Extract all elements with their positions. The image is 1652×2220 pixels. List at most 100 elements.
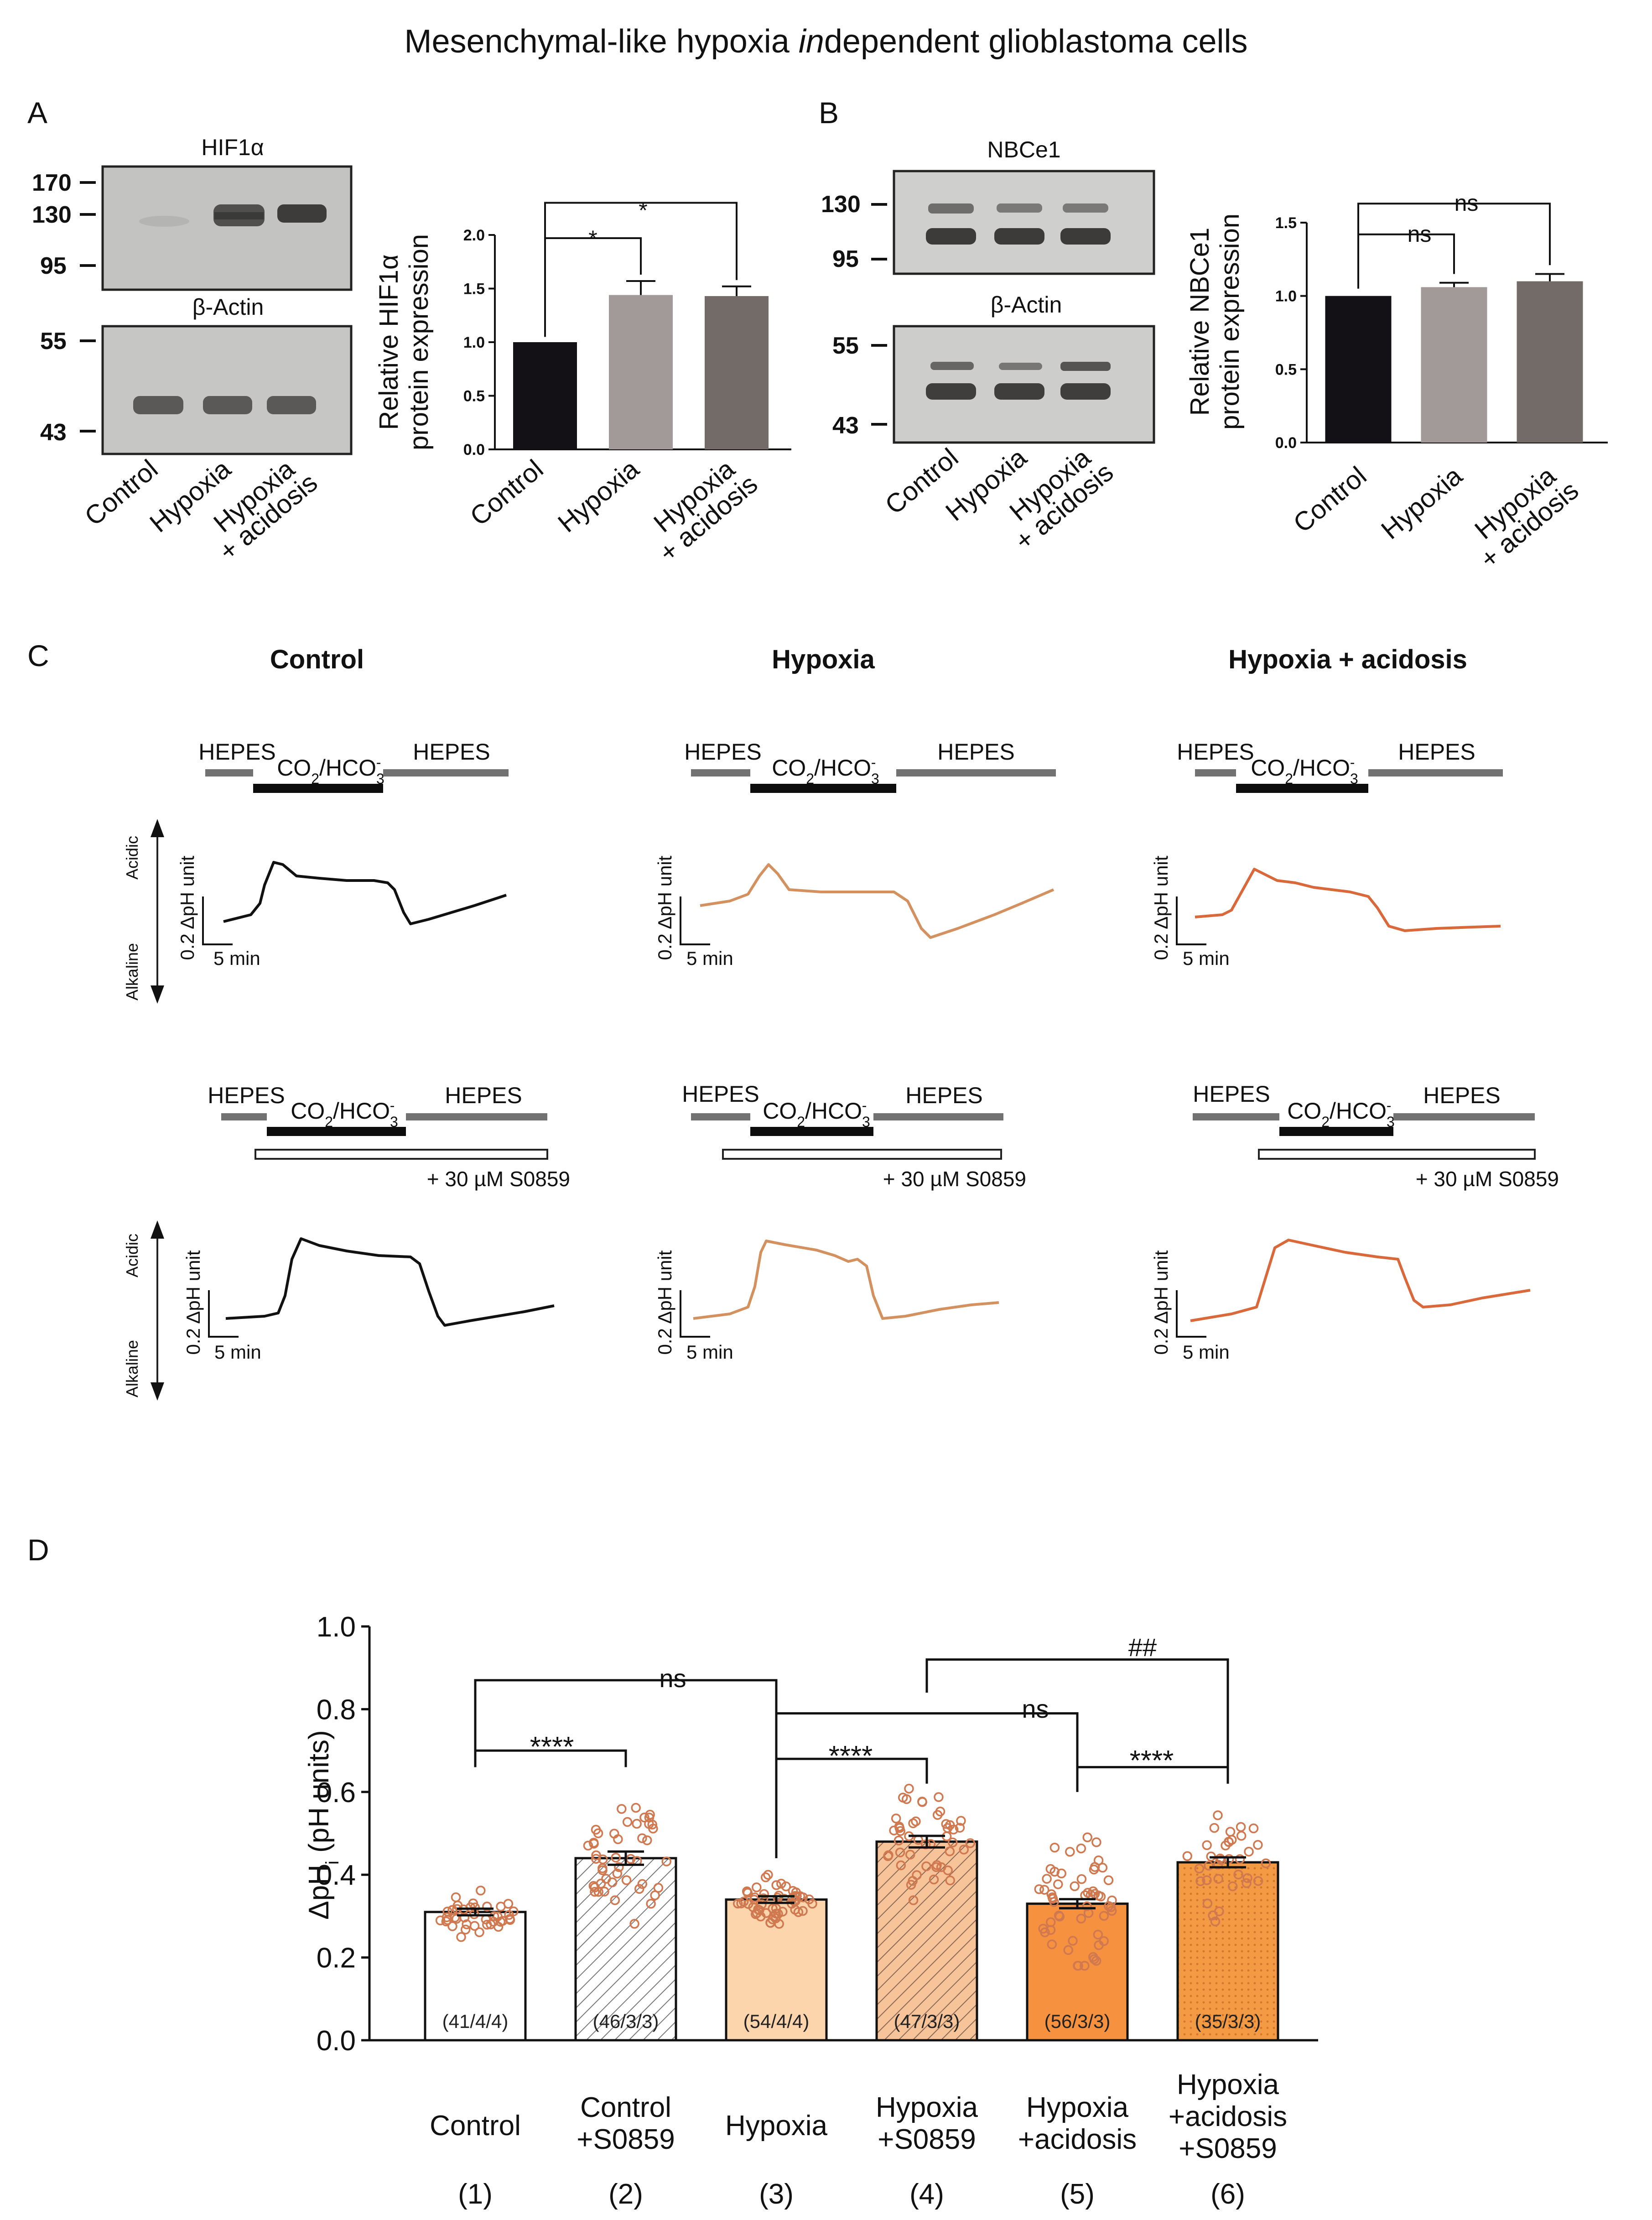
data-point	[634, 1884, 644, 1894]
d-cat-2a: Control	[580, 2092, 671, 2123]
scale-y-label: 0.2 ΔpH unit	[1150, 855, 1172, 960]
bar	[1026, 1902, 1129, 2042]
data-point	[1182, 1851, 1193, 1861]
data-point	[607, 1877, 618, 1887]
d-cat-5b: +acidosis	[1018, 2124, 1137, 2155]
mw-55-a: 55	[40, 328, 67, 354]
y-tick-label: 1.0	[317, 1611, 356, 1643]
data-point	[1107, 1906, 1117, 1916]
data-point	[1082, 1901, 1092, 1912]
co2-hco3-label: CO2/HCO3-	[277, 754, 384, 787]
data-point	[1099, 1936, 1109, 1946]
c-row2-col1-solutions: HEPES CO2/HCO3- HEPES + 30 µM S0859	[208, 1083, 570, 1191]
bar	[1517, 281, 1583, 443]
trace-control	[223, 861, 507, 925]
data-point	[935, 1806, 945, 1817]
data-point	[1261, 1858, 1271, 1868]
y-tick-label: 2.0	[463, 227, 485, 244]
data-point	[482, 1919, 492, 1930]
data-point	[1042, 1874, 1052, 1884]
bar	[513, 342, 577, 449]
data-point	[610, 1895, 620, 1905]
acidic-label: Acidic	[123, 1234, 141, 1277]
y-tick-label: 0.0	[463, 441, 485, 459]
hepes-label: HEPES	[1423, 1083, 1501, 1108]
data-point	[1242, 1878, 1252, 1888]
c-row1-col1-solutions: HEPES CO2/HCO3- HEPES	[198, 739, 509, 793]
data-point	[589, 1839, 599, 1849]
data-point	[945, 1875, 955, 1886]
d-idx-4: (4)	[909, 2178, 944, 2210]
panel-c-letter: C	[27, 639, 49, 672]
y-tick-label: 0.8	[317, 1694, 356, 1725]
data-point	[934, 1792, 944, 1802]
panel-a-lane-labels: Control Hypoxia Hypoxia + acidosis	[79, 454, 323, 567]
data-point	[612, 1868, 623, 1879]
drug-label: + 30 µM S0859	[883, 1167, 1026, 1191]
data-point	[1213, 1810, 1223, 1820]
data-point	[793, 1907, 804, 1917]
data-point	[632, 1819, 642, 1829]
data-point	[947, 1837, 958, 1848]
data-point	[760, 1872, 771, 1882]
data-point	[908, 1895, 919, 1905]
data-point	[1076, 1843, 1086, 1854]
data-point	[771, 1880, 781, 1890]
data-point	[1088, 1952, 1098, 1962]
panel-d-letter: D	[27, 1533, 49, 1567]
data-point	[778, 1907, 788, 1917]
data-point	[1253, 1840, 1263, 1850]
data-point	[644, 1819, 654, 1829]
d-idx-1: (1)	[458, 2178, 493, 2210]
y-tick-label: 0.4	[317, 1860, 356, 1891]
data-point	[460, 1924, 471, 1935]
data-point	[771, 1908, 781, 1919]
d-sig-stars-5-6: ****	[1130, 1745, 1174, 1777]
mw-170: 170	[32, 170, 72, 196]
data-point	[597, 1863, 608, 1873]
data-point	[1039, 1885, 1049, 1895]
data-point	[1209, 1823, 1220, 1833]
data-point	[1225, 1827, 1236, 1837]
cond-title-hypoxia: Hypoxia	[772, 645, 875, 674]
blot-label-hif1a: HIF1α	[201, 135, 264, 160]
data-point	[1076, 1913, 1086, 1924]
data-point	[476, 1886, 486, 1896]
trace-hypoxia-acidosis-s0859	[1190, 1239, 1531, 1322]
panel-a-letter: A	[27, 96, 47, 130]
data-point	[593, 1887, 603, 1897]
co2-hco3-label: CO2/HCO3-	[1287, 1097, 1395, 1130]
mw-55-b: 55	[832, 333, 859, 359]
d-cat-6b: +acidosis	[1169, 2101, 1287, 2132]
data-point	[1195, 1876, 1205, 1886]
significance-bracket	[474, 1679, 778, 1858]
data-point	[1214, 1906, 1224, 1917]
data-point	[1202, 1840, 1212, 1850]
mw-130: 130	[32, 202, 72, 228]
d-cat-1: Control	[430, 2110, 521, 2142]
data-point	[1204, 1860, 1214, 1871]
data-point	[901, 1794, 912, 1804]
hepes-label: HEPES	[684, 739, 762, 765]
data-point	[1248, 1823, 1259, 1834]
data-point	[1224, 1837, 1234, 1847]
data-point	[441, 1916, 452, 1927]
data-point	[752, 1882, 762, 1892]
significance-bracket	[925, 1658, 1229, 1784]
data-point	[895, 1847, 905, 1858]
data-point	[504, 1910, 514, 1920]
data-point	[904, 1783, 914, 1794]
data-point	[791, 1887, 801, 1897]
data-point	[621, 1875, 632, 1885]
scale-x-label: 5 min	[213, 948, 260, 969]
y-tick-label: 0.2	[317, 1943, 356, 1974]
data-point	[1090, 1889, 1100, 1899]
data-point	[955, 1823, 965, 1833]
data-point	[1235, 1854, 1245, 1864]
d-n-2: (46/3/3)	[593, 2011, 659, 2032]
drug-label: + 30 µM S0859	[1416, 1167, 1559, 1191]
data-point	[496, 1902, 506, 1912]
c-row1-col3-solutions: HEPES CO2/HCO3- HEPES	[1177, 739, 1503, 793]
data-point	[1070, 1881, 1080, 1892]
data-point	[798, 1892, 808, 1902]
